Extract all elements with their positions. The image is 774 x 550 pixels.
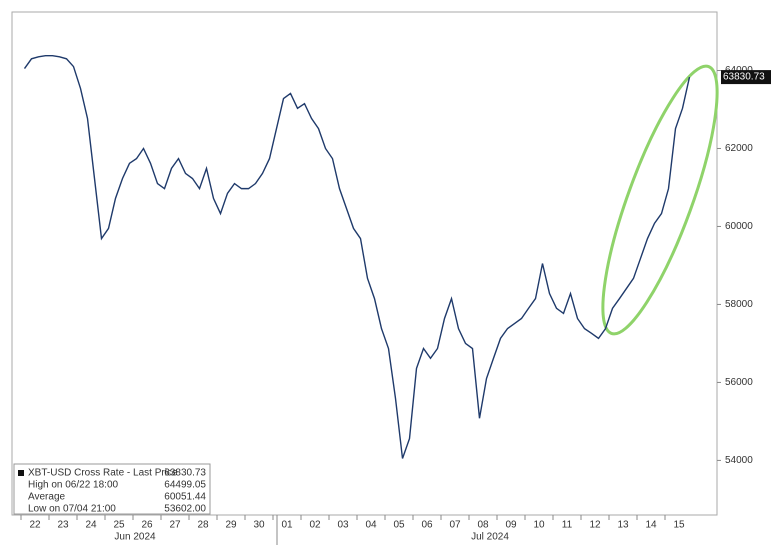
y-tick-label: 60000 — [725, 221, 753, 232]
x-tick-label: 12 — [589, 520, 601, 531]
legend: XBT-USD Cross Rate - Last Price 63830.73… — [13, 463, 211, 515]
last-price-label: 63830.73 — [723, 72, 765, 83]
x-tick-label: 25 — [113, 520, 125, 531]
legend-label: High on 06/22 18:00 — [28, 480, 119, 491]
x-tick-label: 05 — [393, 520, 405, 531]
x-tick-label: 23 — [57, 520, 69, 531]
legend-value: 53602.00 — [164, 504, 206, 515]
y-tick-label: 56000 — [725, 377, 753, 388]
x-tick-label: 13 — [617, 520, 629, 531]
x-tick-label: 08 — [477, 520, 489, 531]
x-tick-label: 29 — [225, 520, 237, 531]
legend-value: 64499.05 — [164, 480, 206, 491]
x-tick-label: 22 — [29, 520, 41, 531]
x-tick-label: 26 — [141, 520, 153, 531]
x-tick-label: 28 — [197, 520, 209, 531]
legend-value: 63830.73 — [164, 468, 206, 479]
y-tick-label: 62000 — [725, 143, 753, 154]
x-tick-label: 10 — [533, 520, 545, 531]
x-tick-label: 06 — [421, 520, 433, 531]
price-line — [23, 54, 691, 459]
x-tick-label: 03 — [337, 520, 349, 531]
y-tick-label: 58000 — [725, 299, 753, 310]
legend-box — [13, 463, 211, 515]
x-tick-label: 27 — [169, 520, 181, 531]
highlight-ellipse — [601, 64, 719, 336]
x-tick-label: 11 — [562, 520, 573, 531]
month-label: Jul 2024 — [471, 532, 509, 543]
plot-frame — [11, 11, 718, 516]
last-price-box — [721, 70, 771, 85]
x-tick-label: 15 — [673, 520, 685, 531]
x-tick-label: 24 — [85, 520, 97, 531]
legend-label: Low on 07/04 21:00 — [28, 504, 116, 515]
x-tick-label: 09 — [505, 520, 517, 531]
y-tick-label: 54000 — [725, 455, 753, 466]
x-tick-label: 04 — [365, 520, 377, 531]
x-tick-label: 02 — [309, 520, 321, 531]
legend-swatch — [18, 470, 24, 476]
legend-label: XBT-USD Cross Rate - Last Price — [28, 468, 178, 479]
legend-value: 60051.44 — [164, 492, 206, 503]
x-tick-label: 07 — [449, 520, 461, 531]
x-tick-label: 14 — [645, 520, 657, 531]
x-tick-label: 30 — [253, 520, 265, 531]
legend-label: Average — [28, 492, 66, 503]
x-tick-label: 01 — [281, 520, 293, 531]
month-label: Jun 2024 — [114, 532, 156, 543]
